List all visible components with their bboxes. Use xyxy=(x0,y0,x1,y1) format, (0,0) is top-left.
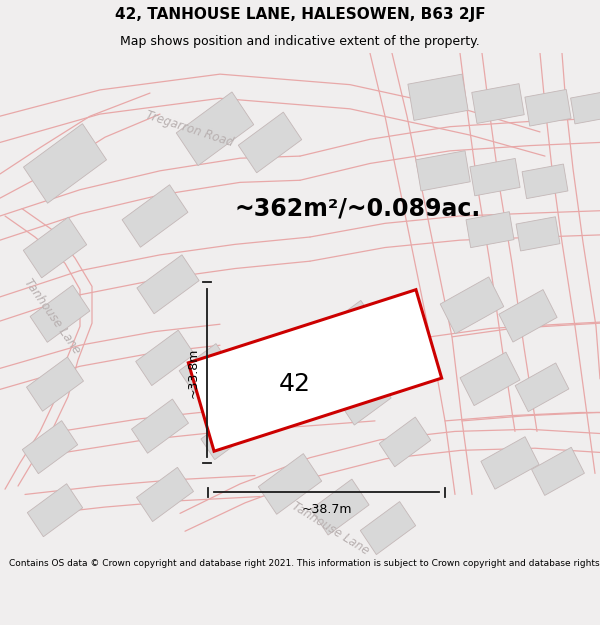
Text: ~33.8m: ~33.8m xyxy=(187,348,199,398)
Text: Tanhouse Lane: Tanhouse Lane xyxy=(289,499,371,557)
Text: ~362m²/~0.089ac.: ~362m²/~0.089ac. xyxy=(235,197,481,221)
Text: Tregarron Road: Tregarron Road xyxy=(145,109,236,149)
Text: 42: 42 xyxy=(279,372,311,396)
Polygon shape xyxy=(470,158,520,196)
Polygon shape xyxy=(416,151,470,191)
Polygon shape xyxy=(23,124,107,203)
Polygon shape xyxy=(311,479,369,535)
Polygon shape xyxy=(361,502,416,554)
Polygon shape xyxy=(323,301,377,352)
Polygon shape xyxy=(379,417,431,467)
Polygon shape xyxy=(238,112,302,173)
Polygon shape xyxy=(176,92,254,166)
Text: Map shows position and indicative extent of the property.: Map shows position and indicative extent… xyxy=(120,35,480,48)
Polygon shape xyxy=(179,344,231,393)
Polygon shape xyxy=(23,217,87,278)
Polygon shape xyxy=(137,255,199,314)
Polygon shape xyxy=(532,448,584,496)
Polygon shape xyxy=(571,92,600,124)
Polygon shape xyxy=(188,290,442,451)
Polygon shape xyxy=(525,89,571,126)
Polygon shape xyxy=(472,84,524,124)
Polygon shape xyxy=(136,330,194,386)
Text: ~38.7m: ~38.7m xyxy=(301,503,352,516)
Polygon shape xyxy=(136,468,194,522)
Polygon shape xyxy=(499,289,557,342)
Polygon shape xyxy=(522,164,568,199)
Text: Tanhouse Lane: Tanhouse Lane xyxy=(21,276,83,356)
Polygon shape xyxy=(30,285,90,342)
Polygon shape xyxy=(131,399,188,453)
Polygon shape xyxy=(460,352,520,406)
Polygon shape xyxy=(258,454,322,514)
Polygon shape xyxy=(26,357,83,411)
Polygon shape xyxy=(408,74,468,121)
Polygon shape xyxy=(466,212,514,248)
Polygon shape xyxy=(28,484,83,537)
Text: Contains OS data © Crown copyright and database right 2021. This information is : Contains OS data © Crown copyright and d… xyxy=(9,559,600,569)
Polygon shape xyxy=(201,414,249,459)
Polygon shape xyxy=(516,217,560,251)
Polygon shape xyxy=(515,363,569,412)
Polygon shape xyxy=(122,185,188,248)
Polygon shape xyxy=(339,375,391,425)
Polygon shape xyxy=(481,437,539,489)
Text: 42, TANHOUSE LANE, HALESOWEN, B63 2JF: 42, TANHOUSE LANE, HALESOWEN, B63 2JF xyxy=(115,8,485,22)
Polygon shape xyxy=(440,277,504,334)
Polygon shape xyxy=(22,421,77,474)
